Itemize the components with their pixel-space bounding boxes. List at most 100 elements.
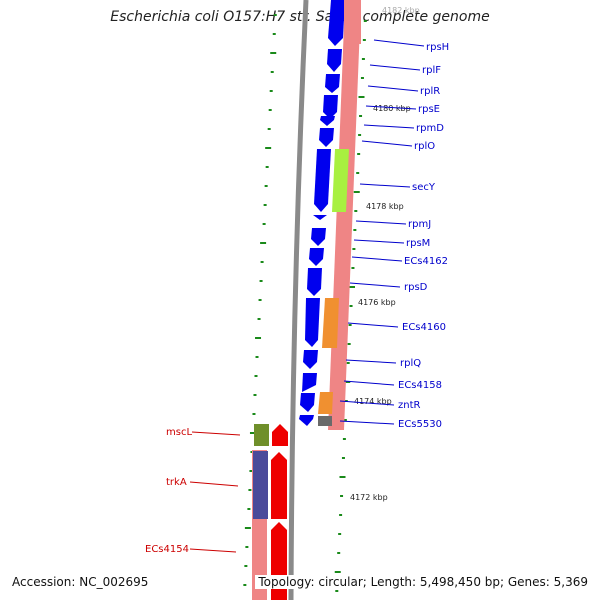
gene-label-rpsM[interactable]: rpsM — [406, 238, 430, 249]
accession-label: Accession: NC_002695 — [9, 575, 152, 589]
right-track-dot — [344, 381, 351, 383]
left-track-dot — [263, 204, 267, 206]
right-track-dot — [362, 39, 366, 41]
gene-label-secY[interactable]: secY — [412, 182, 436, 193]
gene-label-zntR[interactable]: zntR — [398, 400, 421, 411]
gene-label-mscL[interactable]: mscL — [166, 427, 192, 438]
gene-label-trkA[interactable]: trkA — [166, 477, 187, 488]
left-track-dot — [245, 546, 249, 548]
scale-4176-label: 4176 kbp — [358, 298, 396, 307]
right-dot-track — [334, 20, 367, 592]
gene-label-rpmD[interactable]: rpmD — [416, 123, 444, 134]
left-track-dot — [255, 356, 259, 358]
left-track-dot — [254, 375, 258, 377]
right-track-dot — [337, 552, 341, 554]
gene-secY-arrow — [314, 149, 331, 212]
gene-rplQ-arrow — [303, 350, 318, 369]
left-track-dot — [265, 166, 269, 168]
right-track-dot — [357, 153, 361, 155]
right-leaders — [339, 39, 425, 425]
gene-label-rpsE[interactable]: rpsE — [418, 104, 440, 115]
gene-rpsE-arrow — [323, 95, 338, 119]
left-track-dot — [270, 52, 277, 54]
gene-label-ECs4154[interactable]: ECs4154 — [145, 544, 189, 555]
left-track-dot — [244, 527, 251, 529]
gene-trkA-box — [253, 451, 268, 519]
gene-rplF-arrow — [327, 49, 342, 72]
right-track-dot — [342, 438, 346, 440]
left-track-dot — [244, 565, 248, 567]
scale-labels: 4182 kbp 4180 kbp 4178 kbp 4176 kbp 4174… — [350, 6, 420, 502]
left-track-dot — [264, 185, 268, 187]
left-track-dot — [260, 242, 267, 244]
left-track-dot — [253, 394, 257, 396]
right-track-dot — [348, 324, 352, 326]
left-track-dot — [270, 71, 274, 73]
gene-secY-box — [332, 149, 349, 212]
right-track-dot — [353, 191, 360, 193]
gene-rpsD-arrow — [307, 268, 322, 296]
left-track-dot — [260, 261, 264, 263]
left-track-dot — [255, 337, 262, 339]
right-track-dot — [363, 20, 367, 22]
left-dot-track — [243, 14, 277, 586]
right-track-dot — [341, 457, 345, 459]
topology-label: Topology: circular; Length: 5,498,450 bp… — [255, 575, 591, 589]
right-track-dot — [361, 58, 365, 60]
gene-label-ECs4162[interactable]: ECs4162 — [404, 256, 448, 267]
right-track-dot — [354, 210, 358, 212]
left-track-dot — [265, 147, 272, 149]
gene-label-ECs4158[interactable]: ECs4158 — [398, 380, 442, 391]
gene-label-ECs4160[interactable]: ECs4160 — [402, 322, 446, 333]
gene-label-rpsH[interactable]: rpsH — [426, 42, 449, 53]
gene-label-rplF[interactable]: rplF — [422, 65, 441, 76]
scale-4174-label: 4174 kbp — [354, 397, 392, 406]
left-track-dot — [247, 508, 251, 510]
right-track-dot — [358, 134, 362, 136]
left-track-dot — [257, 318, 261, 320]
forward-genes — [299, 0, 345, 426]
gene-rpmD-arrow — [320, 116, 335, 126]
left-track-dot — [258, 299, 262, 301]
gene-trkA-arrow — [271, 452, 287, 519]
right-track-dot — [339, 514, 343, 516]
right-track-dot — [334, 571, 341, 573]
scale-4182-label: 4182 kbp — [382, 6, 420, 15]
right-track-dot — [335, 590, 339, 592]
right-track-dot — [338, 533, 342, 535]
right-track-dot — [351, 267, 355, 269]
gene-label-rpmJ[interactable]: rpmJ — [408, 219, 431, 230]
right-track-dot — [343, 419, 347, 421]
right-track-dot — [356, 172, 360, 174]
left-track-dot — [250, 451, 254, 453]
genome-backbone — [288, 0, 309, 600]
gene-ECs4160-arrow — [305, 298, 320, 347]
gene-rpsH-box — [344, 0, 361, 44]
scale-4178-label: 4178 kbp — [366, 202, 404, 211]
gene-ECs4162-arrow — [309, 248, 324, 266]
right-track-dot — [352, 248, 356, 250]
left-track-dot — [269, 90, 273, 92]
scale-4180-label: 4180 kbp — [373, 104, 411, 113]
reverse-genes — [318, 0, 361, 426]
left-track-dot — [262, 223, 266, 225]
gene-label-rplQ[interactable]: rplQ — [400, 358, 421, 369]
gene-rpsM-arrow — [311, 228, 326, 246]
gene-ECs5530-box — [318, 416, 332, 426]
gene-label-rplR[interactable]: rplR — [420, 86, 440, 97]
gene-rpsH-arrow — [328, 0, 345, 46]
gene-ECs4158-arrow — [302, 373, 317, 392]
gene-label-ECs5530[interactable]: ECs5530 — [398, 419, 442, 430]
left-leaders — [189, 431, 241, 553]
right-track-dot — [349, 305, 353, 307]
gene-zntR-box — [318, 392, 333, 414]
right-track-dot — [346, 362, 350, 364]
gene-ECs4160-box — [322, 298, 339, 348]
gene-label-rpsD[interactable]: rpsD — [404, 282, 428, 293]
left-track-dot — [249, 470, 253, 472]
gene-label-rplO[interactable]: rplO — [414, 141, 435, 152]
right-track-dot — [347, 343, 351, 345]
gene-rpmJ-arrow — [313, 215, 327, 220]
left-track-dot — [248, 489, 252, 491]
right-track-dot — [358, 96, 365, 98]
